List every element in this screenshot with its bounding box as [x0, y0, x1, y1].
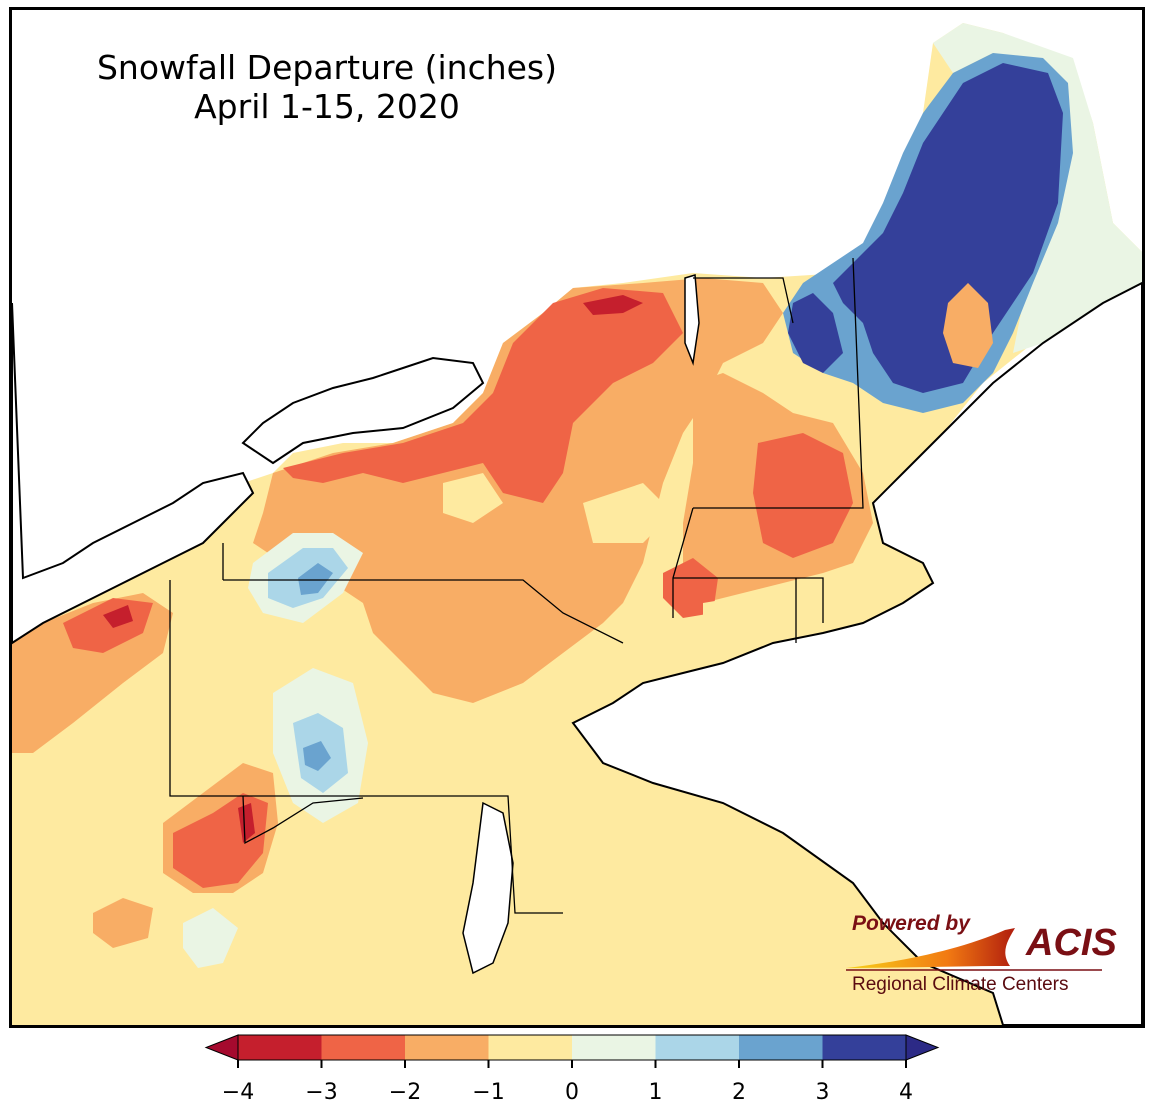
ny-normal-pockets — [443, 473, 503, 523]
colorbar-bin-1 — [321, 1035, 405, 1060]
va-positive — [183, 908, 238, 968]
colorbar-bin-2 — [405, 1035, 489, 1060]
va-deficit — [93, 898, 153, 948]
pa-positive-core — [298, 563, 333, 595]
colorbar-tick-label: −4 — [221, 1080, 255, 1105]
colorbar-tick-label: 1 — [648, 1080, 663, 1105]
state-borders — [169, 257, 864, 914]
ohio-strong — [63, 598, 153, 653]
logo-brand: ACIS — [1026, 922, 1117, 964]
colorbar-bin-0 — [238, 1035, 322, 1060]
colorbar-under-arrow — [204, 1034, 239, 1061]
departure-map — [12, 23, 1142, 1025]
logo-swoosh-icon — [846, 928, 1102, 971]
colorbar-tick-label: −2 — [388, 1080, 422, 1105]
colorbar-bin-7 — [822, 1035, 906, 1060]
colorbar-tick-label: −1 — [472, 1080, 505, 1105]
colorbar-tick-label: 2 — [732, 1080, 746, 1105]
colorbar-tick-label: 0 — [565, 1080, 579, 1105]
title-line-2: April 1-15, 2020 — [194, 87, 460, 126]
colorbar-over-arrow — [905, 1034, 940, 1061]
maine-normal — [933, 23, 1142, 353]
colorbar-bin-3 — [488, 1035, 572, 1060]
map-title: Snowfall Departure (inches) April 1-15, … — [72, 48, 582, 126]
lake-champlain — [684, 274, 700, 366]
ocean — [571, 281, 1142, 1025]
maine-positive-core — [833, 63, 1063, 393]
ny-normal-pocket2 — [583, 483, 673, 543]
colorbar-bin-6 — [739, 1035, 823, 1060]
colorbar-bin-5 — [655, 1035, 739, 1060]
colorbar-tick-label: 4 — [899, 1080, 913, 1105]
ny-severe-pocket — [583, 295, 643, 315]
nh-positive-core — [788, 293, 843, 373]
lake-ontario — [241, 356, 485, 465]
lake-erie — [12, 302, 255, 645]
title-line-1: Snowfall Departure (inches) — [96, 48, 558, 87]
acis-logo: Powered by ACIS Regional Climate Centers — [840, 910, 1130, 1005]
colorbar-tick-label: −3 — [305, 1080, 338, 1105]
map-frame: Snowfall Departure (inches) April 1-15, … — [9, 7, 1145, 1028]
colorbar-tick-label: 3 — [815, 1080, 830, 1105]
ohio-severe — [103, 605, 133, 628]
logo-powered-by: Powered by — [852, 912, 970, 935]
chesapeake-bay — [462, 801, 514, 975]
ma-coast-normal — [703, 573, 933, 653]
ne-strong-deficit — [753, 433, 853, 558]
pa-central-core — [303, 741, 331, 771]
logo-tagline: Regional Climate Centers — [852, 974, 1069, 995]
colorbar — [204, 1034, 940, 1068]
colorbar-bin-4 — [572, 1035, 656, 1060]
ny-strong-deficit — [283, 288, 683, 503]
wv-severe — [238, 803, 255, 843]
maine-coast-dry — [943, 283, 993, 368]
